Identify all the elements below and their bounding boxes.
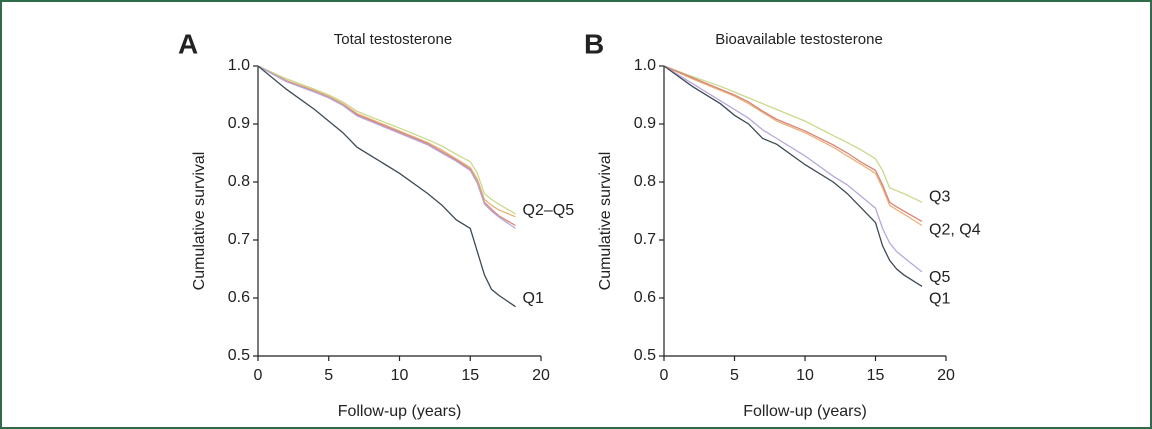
curve-label: Q1 xyxy=(929,291,950,308)
y-tick-label: 0.8 xyxy=(228,173,250,190)
panel-label: A xyxy=(178,28,198,59)
y-tick-label: 0.7 xyxy=(634,231,656,248)
y-axis-label: Cumulative survival xyxy=(597,152,614,291)
y-tick-label: 0.6 xyxy=(634,289,656,306)
survival-curve xyxy=(257,65,516,215)
y-tick-label: 0.5 xyxy=(228,347,250,364)
x-tick-label: 10 xyxy=(796,367,814,384)
chart-title: Bioavailable testosterone xyxy=(715,31,883,48)
survival-curve xyxy=(663,65,923,227)
panel-label: B xyxy=(584,28,604,59)
x-tick-label: 20 xyxy=(937,367,955,384)
survival-curve xyxy=(663,65,923,287)
y-tick-label: 1.0 xyxy=(634,57,656,74)
y-tick-label: 0.9 xyxy=(634,115,656,132)
x-tick-label: 5 xyxy=(730,367,739,384)
curve-label: Q2, Q4 xyxy=(929,222,981,239)
x-tick-label: 0 xyxy=(660,367,669,384)
x-axis-label: Follow-up (years) xyxy=(743,403,867,420)
y-tick-label: 0.9 xyxy=(228,115,250,132)
x-tick-label: 20 xyxy=(532,367,550,384)
survival-curve xyxy=(663,65,923,203)
x-tick-label: 5 xyxy=(324,367,333,384)
y-tick-label: 0.8 xyxy=(634,173,656,190)
x-tick-label: 15 xyxy=(461,367,479,384)
x-tick-label: 10 xyxy=(391,367,409,384)
curve-label: Q1 xyxy=(523,290,544,307)
x-tick-label: 0 xyxy=(254,367,263,384)
x-tick-label: 15 xyxy=(867,367,885,384)
y-axis-label: Cumulative survival xyxy=(191,152,208,291)
survival-curve xyxy=(663,65,923,273)
y-tick-label: 1.0 xyxy=(228,57,250,74)
survival-curve xyxy=(257,65,516,218)
chart-title: Total testosterone xyxy=(334,31,452,48)
survival-curve xyxy=(257,65,516,229)
y-tick-label: 0.7 xyxy=(228,231,250,248)
curve-label: Q5 xyxy=(929,269,950,286)
survival-curve xyxy=(257,65,516,308)
y-tick-label: 0.6 xyxy=(228,289,250,306)
survival-curve xyxy=(663,65,923,223)
curve-label: Q2–Q5 xyxy=(523,202,575,219)
x-axis-label: Follow-up (years) xyxy=(338,403,462,420)
y-tick-label: 0.5 xyxy=(634,347,656,364)
curve-label: Q3 xyxy=(929,189,950,206)
